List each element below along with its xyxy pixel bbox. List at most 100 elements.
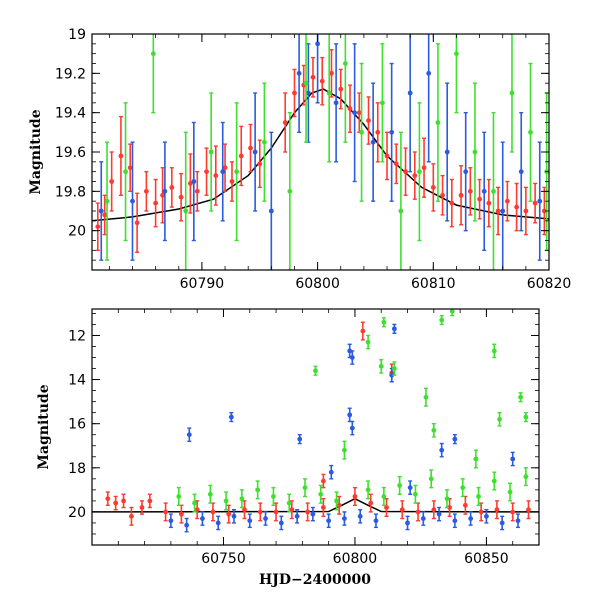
bottom-series-1-point — [515, 513, 521, 529]
top-y-tick-label: 19 — [68, 27, 86, 43]
top-series-0-point — [229, 161, 235, 202]
top-series-2-point — [208, 92, 214, 212]
top-series-0-point — [153, 178, 159, 228]
bottom-series-1-point — [342, 511, 347, 526]
bottom-y-tick-label: 18 — [68, 461, 86, 477]
top-series-1-point — [268, 131, 274, 270]
bottom-series-1-point — [228, 411, 234, 423]
top-series-2-point — [528, 62, 533, 202]
bottom-series-2-point — [431, 422, 437, 438]
bottom-series-0-point — [352, 486, 358, 506]
bottom-x-axis-title: HJD−2400000 — [259, 572, 371, 588]
top-series-1-point — [305, 43, 311, 143]
bottom-series-1-point — [349, 420, 355, 436]
bottom-series-1-point — [200, 511, 205, 526]
bottom-series-0-point — [368, 493, 374, 513]
top-series-0-point — [109, 151, 115, 212]
bottom-series-0-point — [320, 473, 326, 489]
top-series-0-point — [338, 68, 344, 110]
bottom-series-2-point — [342, 440, 347, 460]
bottom-series-0-point — [384, 497, 389, 518]
bottom-series-1-point — [186, 427, 192, 443]
bottom-model-curve-group — [92, 497, 539, 513]
top-series-1-point — [500, 141, 506, 270]
bottom-series-1-point — [391, 323, 397, 334]
bottom-series-0-point — [320, 497, 326, 518]
top-series-2-point — [261, 82, 267, 202]
bottom-series-1-point — [439, 442, 445, 458]
bottom-y-tick-label: 20 — [68, 505, 86, 521]
bottom-series-1-point — [263, 511, 268, 526]
bottom-series-2-point — [460, 478, 466, 498]
bottom-series-0-point — [431, 500, 437, 520]
bottom-series-0-point — [478, 502, 484, 522]
top-series-0-point — [347, 84, 353, 134]
bottom-series-2-point — [497, 411, 502, 427]
bottom-series-1-point — [357, 509, 363, 524]
bottom-series-1-point — [436, 506, 442, 522]
bottom-series-1-point — [278, 515, 284, 531]
top-y-axis-title: Magnitude — [28, 109, 44, 194]
top-series-0-point — [204, 147, 209, 196]
bottom-series-0-point — [129, 506, 134, 526]
bottom-series-0-point — [360, 321, 366, 341]
top-series-0-point — [467, 167, 473, 216]
top-series-0-point — [169, 167, 175, 208]
bottom-series-1-point — [168, 513, 174, 529]
top-series-2-point — [398, 131, 404, 270]
bottom-series-1-point — [452, 434, 458, 445]
bottom-series-2-point — [207, 484, 213, 504]
bottom-series-2-point — [381, 486, 387, 506]
top-series-0-point — [95, 202, 101, 252]
top-series-0-point — [393, 143, 399, 185]
top-series-0-point — [194, 170, 200, 212]
top-series-0-point — [504, 180, 510, 222]
top-series-0-point — [292, 68, 297, 118]
bottom-series-2-point — [523, 467, 529, 487]
bottom-y-tick-label: 14 — [68, 373, 86, 389]
bottom-series-2-point — [313, 365, 318, 376]
bottom-series-2-point — [491, 343, 497, 359]
top-series-1-point — [407, 34, 413, 173]
bottom-series-0-point — [210, 502, 216, 522]
top-series-2-point — [287, 111, 293, 270]
bottom-series-2-point — [391, 361, 397, 376]
bottom-series-0-point — [415, 502, 421, 522]
top-series-1-point — [191, 121, 197, 242]
top-series-2-point — [326, 34, 332, 163]
top-series-1-point — [444, 82, 450, 222]
top-series-2-point — [417, 102, 422, 242]
top-series-0-point — [412, 151, 418, 200]
bottom-series-1-point — [231, 509, 237, 524]
bottom-series-2-point — [397, 475, 403, 495]
bottom-series-0-point — [305, 502, 311, 522]
top-series-2-point — [359, 62, 364, 202]
top-series-0-point — [421, 137, 427, 198]
top-series-0-point — [257, 139, 263, 189]
bottom-series-1-point — [294, 509, 300, 524]
top-series-1-point — [162, 141, 168, 242]
top-series-2-point — [123, 102, 128, 242]
top-series-0-point — [187, 153, 193, 214]
top-series-1-point — [315, 34, 321, 104]
bottom-series-0-point — [139, 500, 145, 515]
top-y-tick-label: 19.6 — [55, 145, 86, 161]
top-series-1-point — [252, 92, 258, 212]
bottom-series-1-point — [297, 434, 303, 445]
bottom-series-2-point — [473, 449, 479, 469]
top-series-0-point — [134, 192, 140, 254]
bottom-series-0-point — [121, 493, 126, 509]
top-series-2-point — [342, 34, 348, 143]
bottom-series-0-point — [447, 497, 452, 518]
top-x-tick-label: 60810 — [411, 276, 456, 292]
top-x-tick-label: 60790 — [180, 276, 225, 292]
top-series-0-point — [329, 49, 334, 98]
bottom-series-1-point — [468, 511, 474, 526]
top-series-1-point — [333, 43, 339, 163]
bottom-series-2-point — [271, 486, 276, 506]
top-series-2-point — [379, 43, 385, 163]
top-series-2-point — [104, 141, 110, 261]
bottom-series-1-point — [347, 343, 353, 359]
bottom-series-0-point — [336, 495, 342, 515]
bottom-model-curve — [92, 497, 539, 513]
